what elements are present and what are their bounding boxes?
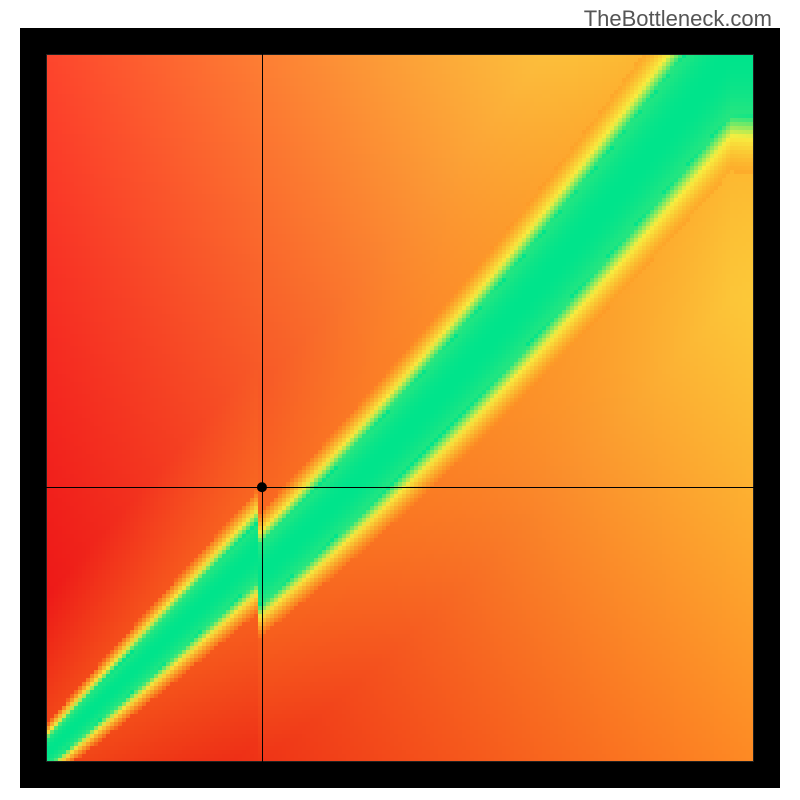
watermark-text: TheBottleneck.com	[584, 6, 772, 32]
bottleneck-heatmap	[20, 28, 780, 788]
